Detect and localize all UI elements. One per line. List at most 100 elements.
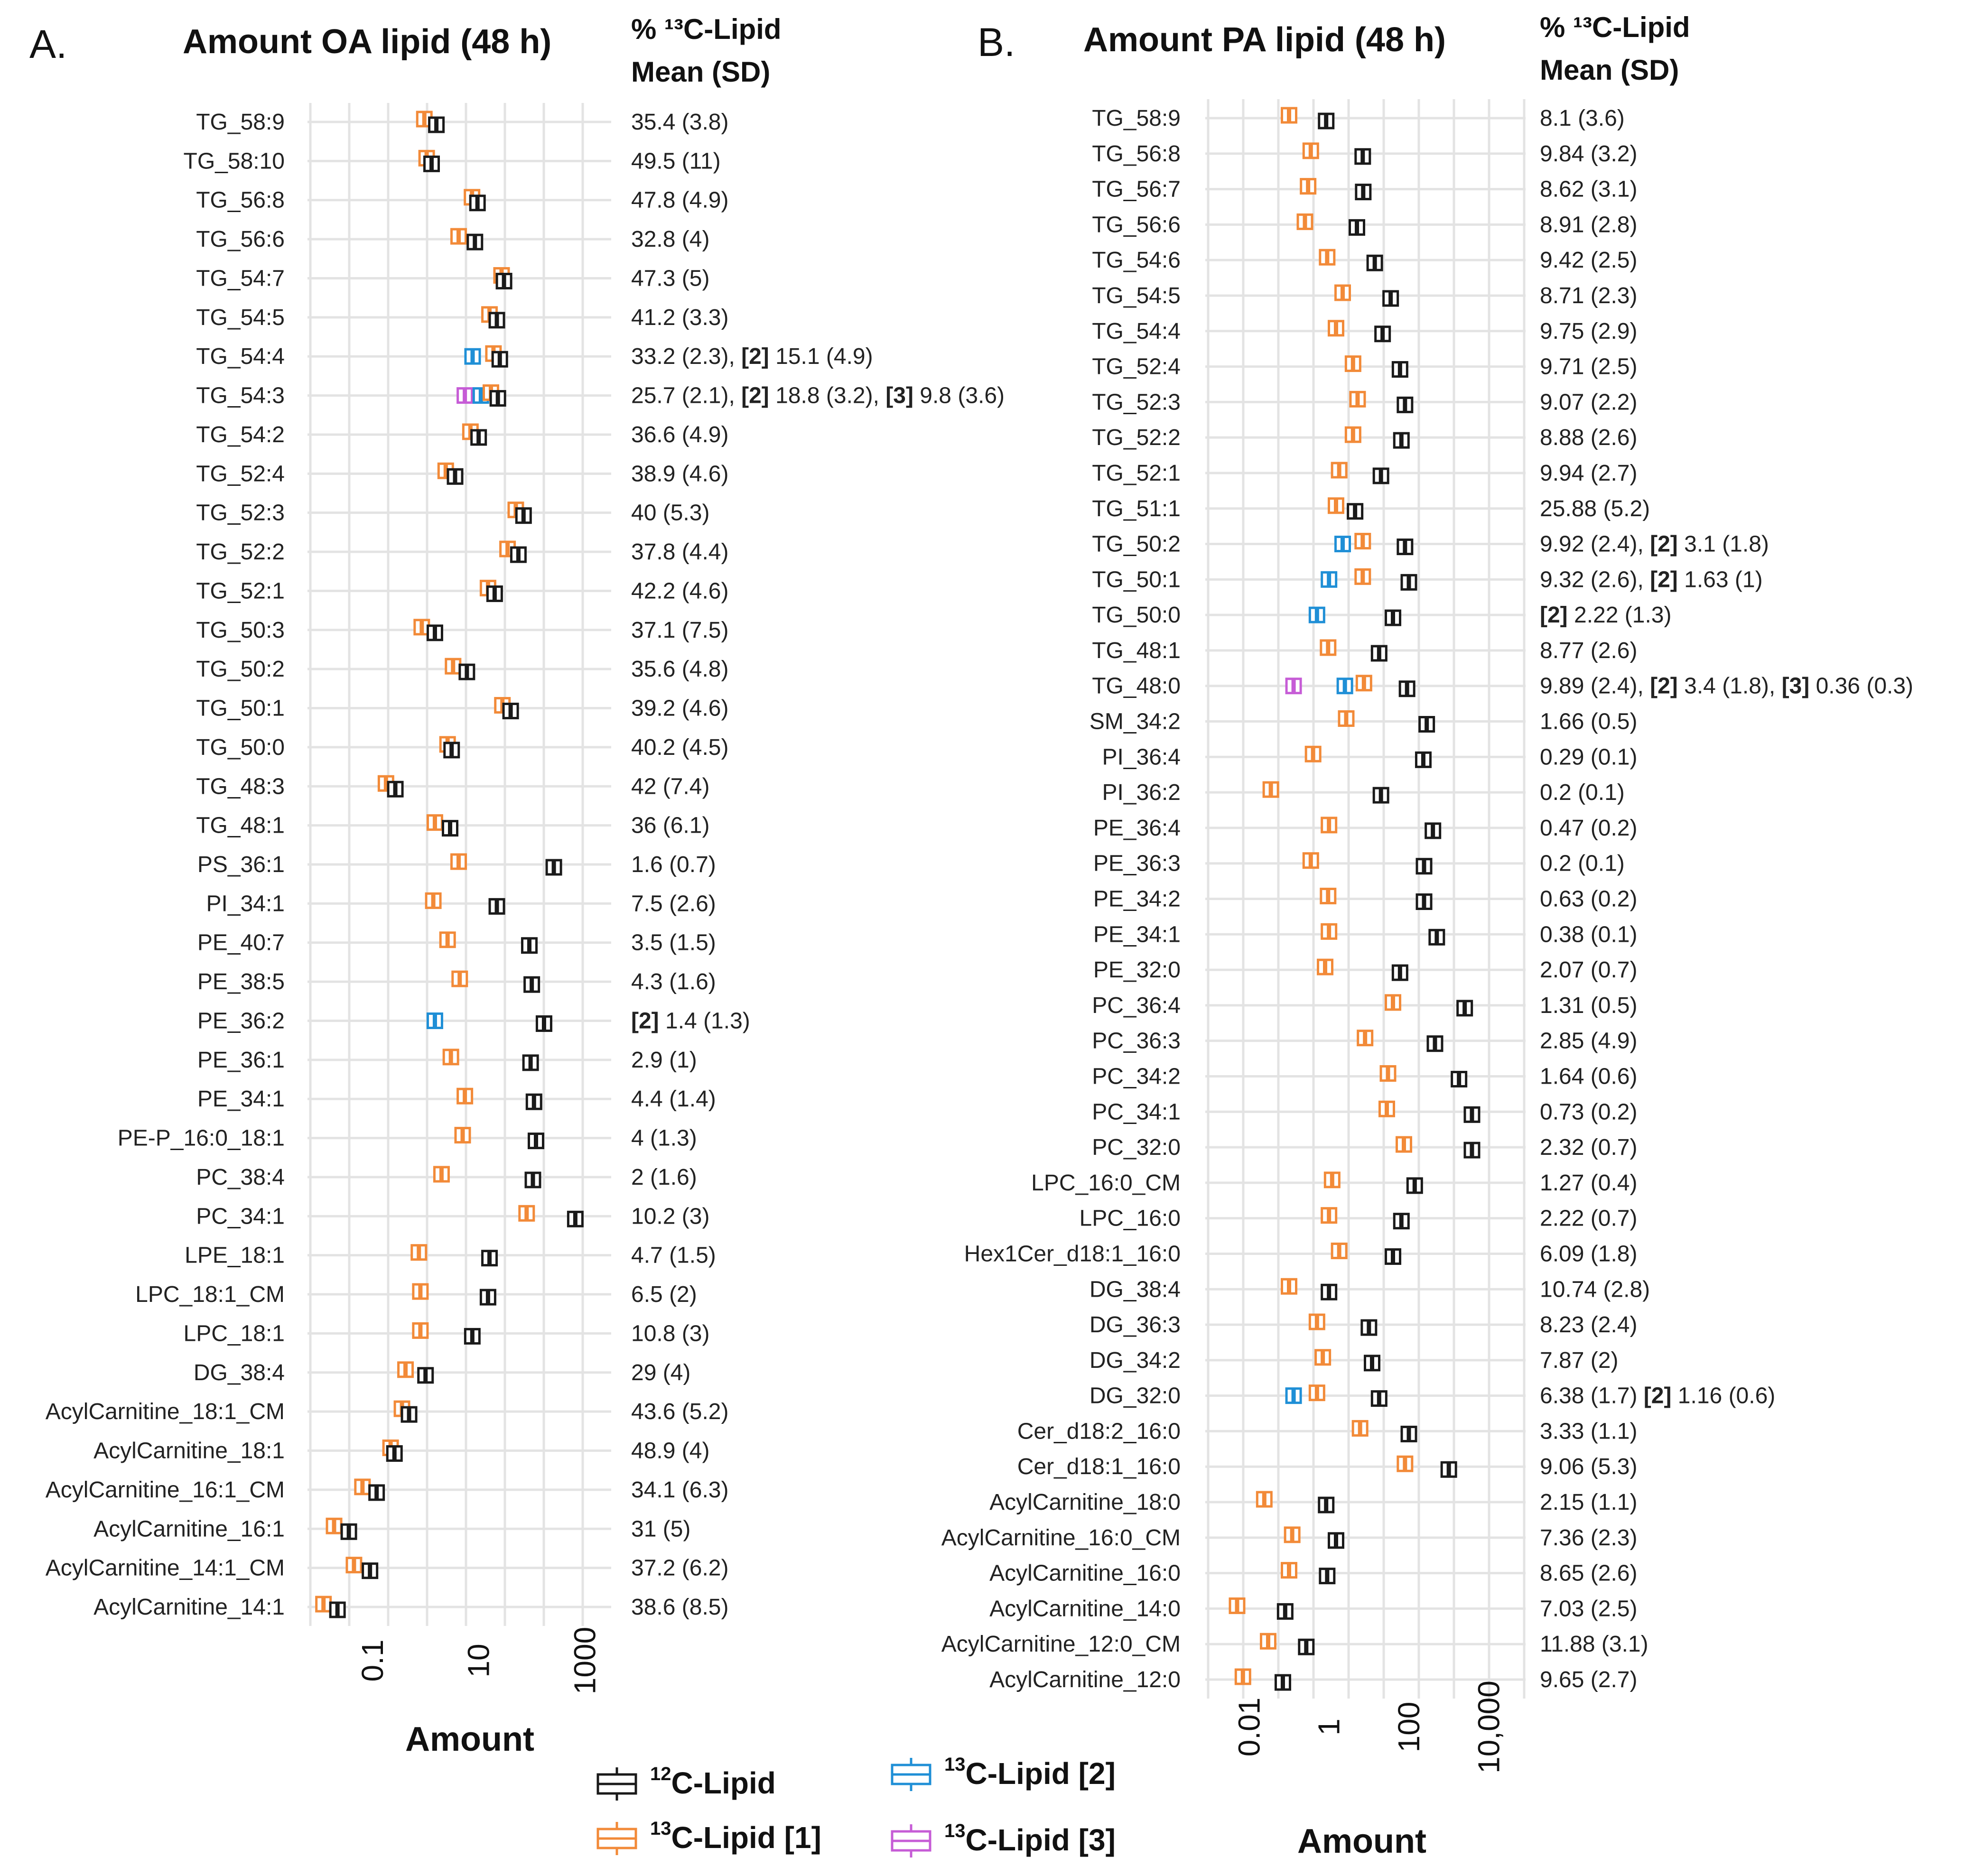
pct-value: 2.07 (0.7) <box>1540 957 1637 983</box>
pct-value: 8.88 (2.6) <box>1540 425 1637 450</box>
pct-value: 8.62 (3.1) <box>1540 177 1637 202</box>
pct-value: 37.2 (6.2) <box>631 1556 728 1581</box>
pct-value: 9.84 (3.2) <box>1540 141 1637 167</box>
row-label: TG_54:4 <box>196 344 285 369</box>
pct-value: 9.06 (5.3) <box>1540 1454 1637 1479</box>
pct-header-line1: % ¹³C-Lipid <box>631 13 782 45</box>
pct-value: 36 (6.1) <box>631 813 709 838</box>
pct-value: 1.66 (0.5) <box>1540 709 1637 734</box>
row-label: PC_34:1 <box>196 1204 285 1229</box>
pct-value: 10.8 (3) <box>631 1321 709 1346</box>
pct-value: 0.47 (0.2) <box>1540 816 1637 841</box>
row-label: PI_34:1 <box>206 891 285 916</box>
pct-value: 8.1 (3.6) <box>1540 106 1625 131</box>
pct-value: 2.32 (0.7) <box>1540 1135 1637 1160</box>
pct-value: 48.9 (4) <box>631 1439 709 1464</box>
pct-value: 0.2 (0.1) <box>1540 851 1625 876</box>
pct-value: 9.65 (2.7) <box>1540 1667 1637 1692</box>
row-label: AcylCarnitine_16:0_CM <box>941 1525 1181 1551</box>
row-label: TG_52:4 <box>196 461 285 486</box>
row-label: Cer_d18:2_16:0 <box>1017 1419 1181 1444</box>
row-label: TG_50:1 <box>1092 567 1181 592</box>
row-label: TG_54:7 <box>196 266 285 291</box>
row-label: SM_34:2 <box>1090 709 1181 734</box>
row-label: PE_34:1 <box>1093 922 1181 947</box>
pct-value: 42 (7.4) <box>631 774 709 799</box>
row-label: TG_48:1 <box>1092 638 1181 663</box>
panel-label: A. <box>29 22 67 66</box>
row-label: PC_34:2 <box>1092 1064 1181 1089</box>
row-label: AcylCarnitine_14:1_CM <box>46 1556 285 1581</box>
pct-value: 37.1 (7.5) <box>631 618 728 643</box>
row-label: TG_50:1 <box>196 696 285 721</box>
row-label: PE_36:3 <box>1093 851 1181 876</box>
pct-value: 7.03 (2.5) <box>1540 1596 1637 1621</box>
row-label: TG_52:3 <box>1092 390 1181 415</box>
pct-value: 33.2 (2.3), [2] 15.1 (4.9) <box>631 344 873 369</box>
row-label: PE_40:7 <box>197 930 285 956</box>
pct-value: 6.09 (1.8) <box>1540 1241 1637 1266</box>
row-label: AcylCarnitine_18:1 <box>93 1439 285 1464</box>
row-label: PE_34:2 <box>1093 887 1181 912</box>
pct-value: 10.74 (2.8) <box>1540 1277 1650 1302</box>
row-label: TG_52:4 <box>1092 354 1181 380</box>
pct-value: 0.73 (0.2) <box>1540 1099 1637 1124</box>
row-label: DG_32:0 <box>1090 1384 1181 1409</box>
row-label: Hex1Cer_d18:1_16:0 <box>964 1241 1181 1266</box>
x-tick-label: 10 <box>462 1644 496 1677</box>
pct-value: 8.71 (2.3) <box>1540 283 1637 308</box>
row-label: DG_38:4 <box>1090 1277 1181 1302</box>
pct-value: 2.22 (0.7) <box>1540 1206 1637 1231</box>
pct-header-line1: % ¹³C-Lipid <box>1540 11 1690 43</box>
row-label: TG_58:9 <box>1092 106 1181 131</box>
row-label: TG_56:6 <box>1092 212 1181 237</box>
pct-value: 8.77 (2.6) <box>1540 638 1637 663</box>
pct-value: 9.94 (2.7) <box>1540 461 1637 486</box>
pct-value: 3.33 (1.1) <box>1540 1419 1637 1444</box>
pct-value: 38.9 (4.6) <box>631 461 728 486</box>
row-label: Cer_d18:1_16:0 <box>1017 1454 1181 1479</box>
x-tick-label: 1000 <box>568 1627 602 1694</box>
x-tick-label: 1 <box>1312 1718 1346 1736</box>
pct-value: [2] 1.4 (1.3) <box>631 1008 750 1033</box>
pct-value: 47.8 (4.9) <box>631 188 728 213</box>
pct-value: 9.89 (2.4), [2] 3.4 (1.8), [3] 0.36 (0.3… <box>1540 674 1913 699</box>
row-label: TG_48:3 <box>196 774 285 799</box>
row-label: TG_48:0 <box>1092 674 1181 699</box>
row-label: PE_36:1 <box>197 1048 285 1073</box>
pct-value: 29 (4) <box>631 1360 690 1385</box>
pct-value: 25.88 (5.2) <box>1540 496 1650 521</box>
pct-value: 2.15 (1.1) <box>1540 1490 1637 1515</box>
row-label: LPC_16:0_CM <box>1031 1170 1181 1196</box>
x-axis-label: Amount <box>1297 1822 1426 1860</box>
pct-value: 3.5 (1.5) <box>631 930 716 956</box>
pct-value: 49.5 (11) <box>631 149 721 174</box>
panel-b: B. Amount PA lipid (48 h) % ¹³C-Lipid Mean … <box>941 11 1913 1860</box>
pct-value: 36.6 (4.9) <box>631 422 728 447</box>
row-label: TG_50:2 <box>196 657 285 682</box>
row-label: TG_48:1 <box>196 813 285 838</box>
pct-value: 34.1 (6.3) <box>631 1477 728 1503</box>
x-tick-label: 0.1 <box>355 1640 390 1682</box>
pct-header-line2: Mean (SD) <box>631 56 770 88</box>
row-label: AcylCarnitine_12:0_CM <box>941 1632 1181 1657</box>
row-label: TG_56:8 <box>1092 141 1181 167</box>
panel-title: Amount OA lipid (48 h) <box>183 23 551 61</box>
pct-header-line2: Mean (SD) <box>1540 54 1679 86</box>
row-label: AcylCarnitine_14:0 <box>989 1596 1181 1621</box>
row-label: PC_34:1 <box>1092 1099 1181 1124</box>
row-label: AcylCarnitine_18:1_CM <box>46 1399 285 1424</box>
legend-label-l1: 13C-Lipid [1] <box>650 1818 821 1855</box>
pct-value: 32.8 (4) <box>631 227 709 252</box>
row-label: TG_50:2 <box>1092 532 1181 557</box>
row-label: TG_58:9 <box>196 110 285 135</box>
x-axis-label: Amount <box>405 1720 534 1758</box>
pct-value: 9.32 (2.6), [2] 1.63 (1) <box>1540 567 1763 592</box>
pct-value: 0.29 (0.1) <box>1540 744 1637 770</box>
row-label: TG_52:2 <box>196 539 285 565</box>
pct-value: 9.92 (2.4), [2] 3.1 (1.8) <box>1540 532 1769 557</box>
row-label: TG_52:2 <box>1092 425 1181 450</box>
pct-value: 11.88 (3.1) <box>1540 1632 1648 1657</box>
row-label: TG_52:1 <box>196 578 285 604</box>
